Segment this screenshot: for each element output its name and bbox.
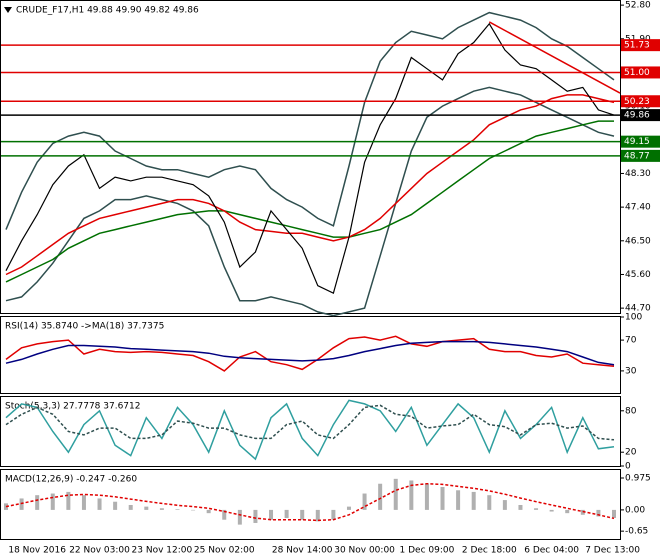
x-tick-label: 1 Dec 09:00 [400, 546, 455, 556]
y-tick-label: 44.70 [625, 304, 651, 314]
level-label: 48.77 [624, 151, 650, 161]
trendline [488, 21, 621, 94]
rsi-panel [0, 316, 621, 394]
histogram-bar [175, 509, 180, 510]
histogram-bar [300, 509, 305, 520]
histogram-bar [549, 509, 554, 512]
histogram-bar [456, 490, 461, 510]
x-tick-label: 7 Dec 13:00 [585, 546, 640, 556]
histogram-bar [534, 508, 539, 510]
level-tag [621, 109, 660, 122]
series-line [5, 404, 615, 441]
histogram-bar [35, 495, 40, 510]
histogram-bar [66, 491, 71, 510]
x-tick-label: 25 Nov 02:00 [194, 546, 255, 556]
histogram-bar [97, 498, 102, 510]
level-label: 49.86 [624, 111, 650, 121]
histogram-bar [502, 500, 507, 510]
x-tick-label: 18 Nov 2016 [8, 546, 66, 556]
histogram-bar [50, 493, 55, 510]
histogram-bar [580, 509, 585, 515]
histogram-bar [128, 504, 133, 510]
y-tick-label: 20 [625, 448, 637, 458]
y-tick-label: 47.40 [625, 203, 651, 213]
histogram-bar [284, 509, 289, 519]
y-tick-label: 0.975 [625, 474, 651, 484]
x-tick-label: 6 Dec 04:00 [524, 546, 579, 556]
level-label: 50.23 [624, 97, 650, 107]
x-tick-label: 30 Nov 00:00 [334, 546, 395, 556]
histogram-bar [487, 495, 492, 510]
series-line [5, 120, 614, 283]
x-tick-label: 23 Nov 12:00 [132, 546, 193, 556]
level-tag [621, 95, 660, 108]
y-tick-label: -0.65 [625, 527, 648, 537]
y-tick-label: 0.00 [625, 505, 645, 515]
series-line [5, 340, 615, 366]
level-tag [621, 66, 660, 79]
level-label: 51.00 [624, 68, 650, 78]
histogram-bar [159, 508, 164, 510]
histogram-bar [518, 504, 523, 510]
series-line [5, 482, 615, 522]
price-panel [0, 0, 621, 314]
y-tick-label: 80 [625, 406, 637, 416]
macd-panel [0, 469, 621, 540]
histogram-bar [19, 498, 24, 510]
y-tick-label: 70 [625, 336, 637, 346]
x-tick-label: 2 Dec 18:00 [462, 546, 517, 556]
level-tag [621, 135, 660, 148]
histogram-bar [393, 478, 398, 510]
y-tick-label: 46.50 [625, 236, 651, 246]
histogram-bar [113, 501, 118, 510]
series-line [5, 11, 615, 230]
x-tick-label: 22 Nov 03:00 [69, 546, 130, 556]
y-tick-label: 0 [625, 462, 631, 472]
histogram-bar [81, 495, 86, 510]
histogram-bar [269, 509, 274, 520]
panel-title: Stoch(5,3,3) 27.7778 37.6712 [5, 402, 140, 412]
histogram-bar [378, 483, 383, 510]
histogram-bar [331, 509, 336, 520]
histogram-bar [424, 483, 429, 510]
histogram-bar [409, 480, 414, 510]
histogram-bar [191, 509, 196, 511]
series-line [5, 335, 615, 372]
y-tick-label: 30 [625, 366, 637, 376]
histogram-bar [315, 509, 320, 522]
histogram-bar [237, 509, 242, 525]
histogram-bar [346, 506, 351, 510]
histogram-bar [565, 509, 570, 514]
histogram-bar [222, 509, 227, 520]
y-tick-label: 45.60 [625, 270, 651, 280]
histogram-bar [440, 487, 445, 510]
histogram-bar [471, 491, 476, 510]
histogram-bar [362, 493, 367, 510]
level-label: 51.73 [624, 41, 650, 51]
menu-icon [4, 7, 12, 13]
panel-title: CRUDE_F17,H1 49.88 49.90 49.82 49.86 [16, 6, 199, 16]
series-line [5, 22, 615, 295]
histogram-bar [596, 509, 601, 517]
stoch-panel [0, 396, 621, 467]
histogram-bar [612, 509, 616, 518]
panel-title: MACD(12,26,9) -0.247 -0.260 [5, 475, 137, 485]
level-tag [621, 149, 660, 162]
histogram-bar [144, 506, 149, 510]
y-tick-label: 52.80 [625, 1, 651, 11]
level-tag [621, 39, 660, 52]
histogram-bar [4, 503, 8, 510]
y-tick-label: 48.30 [625, 169, 651, 179]
series-line [5, 86, 615, 317]
x-tick-label: 28 Nov 14:00 [272, 546, 333, 556]
histogram-bar [253, 509, 258, 523]
histogram-bar [206, 509, 211, 514]
series-line [5, 94, 615, 276]
level-label: 49.15 [624, 137, 650, 147]
panel-title: RSI(14) 35.8740 ->MA(18) 37.7375 [5, 322, 164, 332]
y-tick-label: 100 [625, 313, 642, 323]
